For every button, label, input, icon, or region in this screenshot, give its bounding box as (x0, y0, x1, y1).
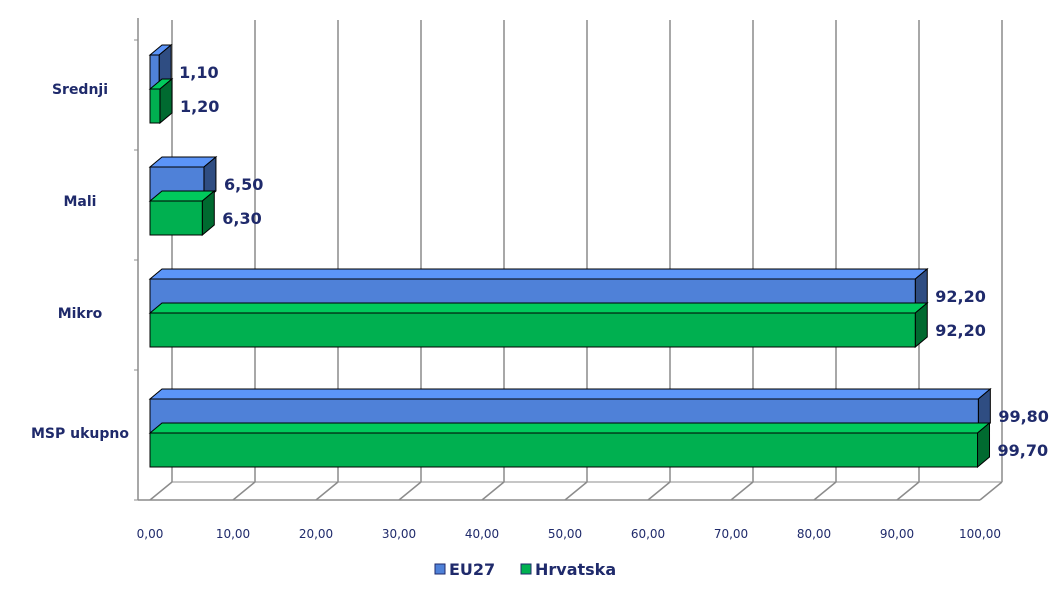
bar-top-face (148, 388, 992, 400)
bar-hrvatska (149, 88, 161, 124)
floor-gridline (232, 481, 256, 501)
data-label: 6,50 (224, 175, 263, 194)
legend-swatch (520, 563, 532, 575)
x-tick-label: 0,00 (137, 527, 164, 541)
data-label: 92,20 (935, 287, 986, 306)
floor-gridline (398, 481, 422, 501)
category-label: MSP ukupno (31, 426, 129, 442)
floor-gridline (564, 481, 588, 501)
floor-gridline (896, 481, 920, 501)
floor-gridline (315, 481, 339, 501)
floor-gridline (730, 481, 754, 501)
floor-gridline (149, 481, 173, 501)
category-label: Srednji (52, 82, 108, 98)
data-label: 6,30 (222, 209, 261, 228)
x-tick-label: 80,00 (797, 527, 831, 541)
data-label: 92,20 (935, 321, 986, 340)
bar-top-face (148, 268, 929, 280)
x-tick-label: 50,00 (548, 527, 582, 541)
floor-gridline (647, 481, 671, 501)
bar-hrvatska (149, 312, 916, 348)
x-tick-label: 90,00 (880, 527, 914, 541)
x-tick-label: 10,00 (216, 527, 250, 541)
bar-hrvatska (149, 432, 979, 468)
category-label: Mali (64, 194, 97, 210)
x-tick-label: 40,00 (465, 527, 499, 541)
floor-gridline (813, 481, 837, 501)
legend-swatch (434, 563, 446, 575)
bar-top-face (148, 302, 929, 314)
bar-hrvatska (149, 200, 203, 236)
x-tick-label: 20,00 (299, 527, 333, 541)
category-label: Mikro (58, 306, 103, 322)
data-label: 99,70 (998, 441, 1049, 460)
data-label: 99,80 (998, 407, 1049, 426)
legend-label: EU27 (449, 560, 495, 579)
bar-top-face (148, 422, 991, 434)
legend-label: Hrvatska (535, 560, 616, 579)
floor-gridline (979, 481, 1003, 501)
data-label: 1,10 (179, 63, 218, 82)
x-tick-label: 70,00 (714, 527, 748, 541)
x-tick-label: 30,00 (382, 527, 416, 541)
x-tick-label: 60,00 (631, 527, 665, 541)
data-label: 1,20 (180, 97, 219, 116)
x-tick-label: 100,00 (959, 527, 1001, 541)
floor-gridline (481, 481, 505, 501)
